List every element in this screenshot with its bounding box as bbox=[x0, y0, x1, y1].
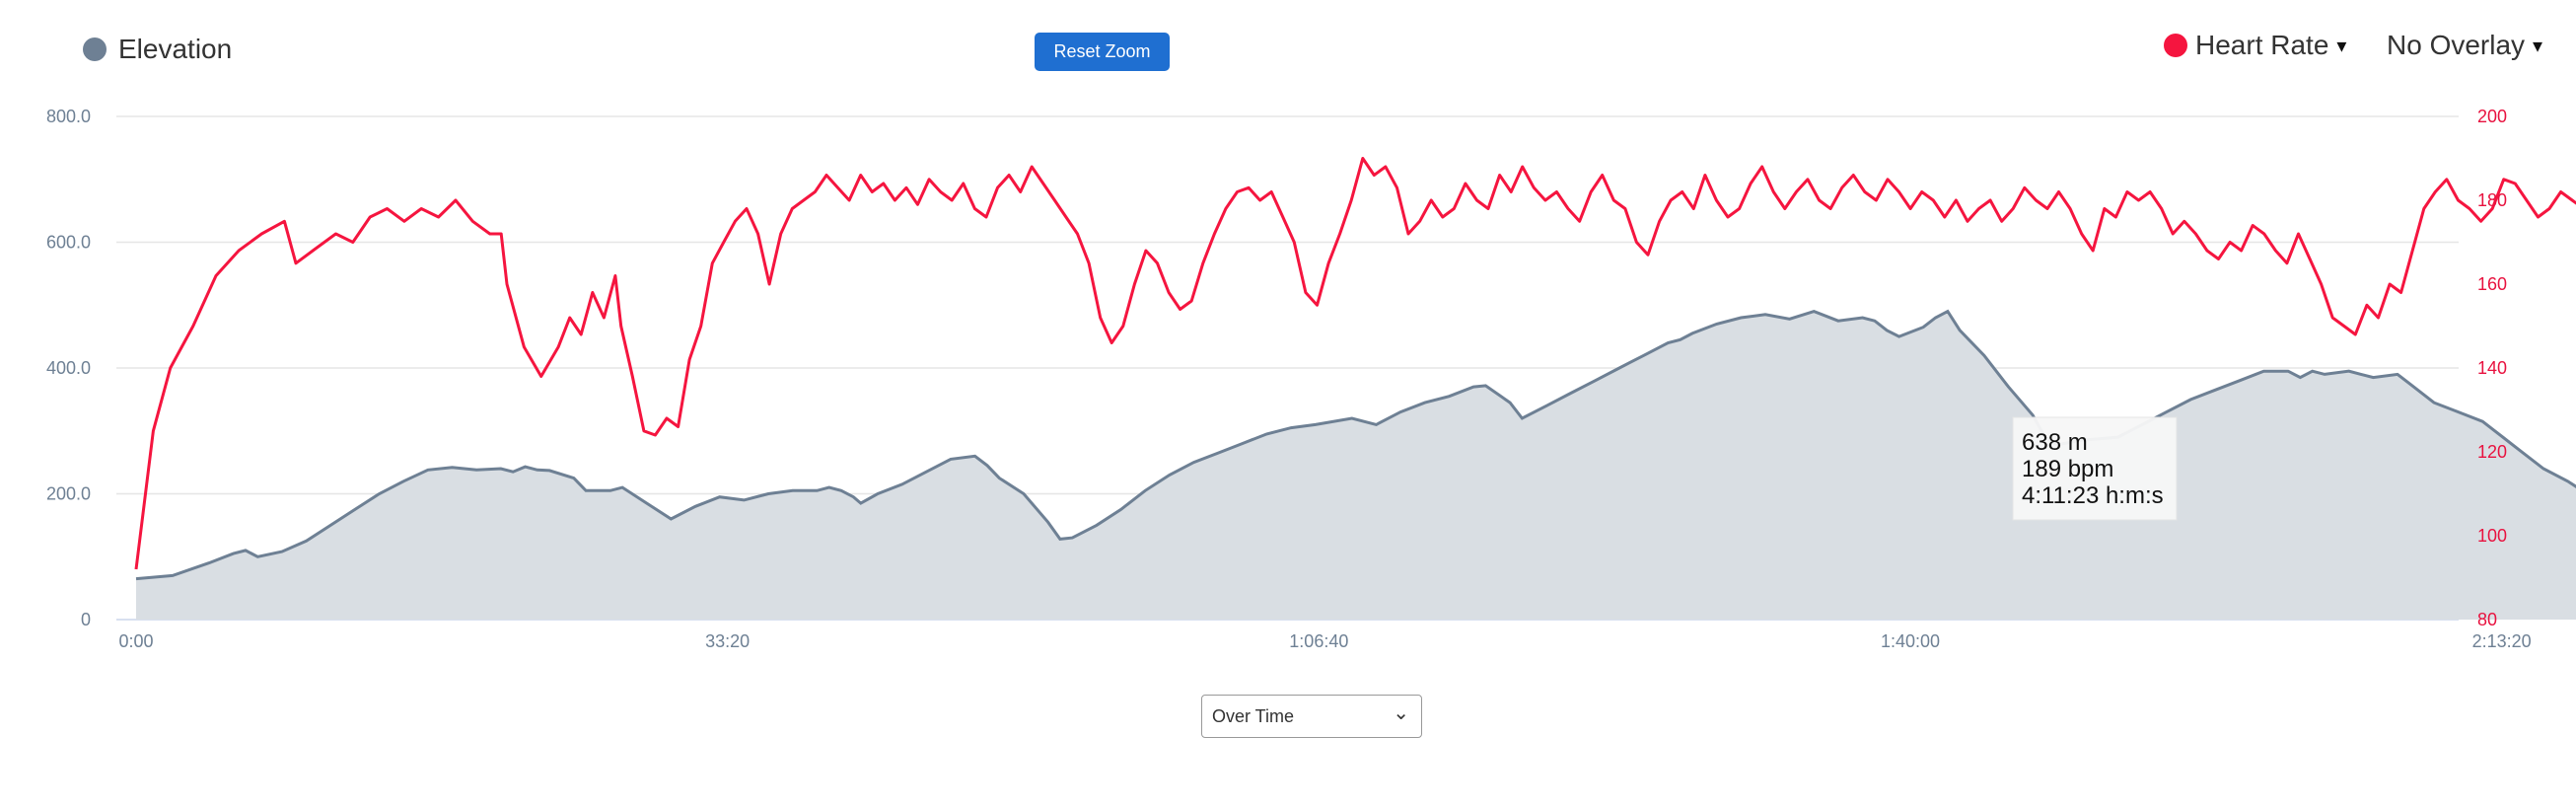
tooltip: 638 m 189 bpm 4:11:23 h:m:s bbox=[2012, 416, 2178, 521]
y-right-tick-label: 80 bbox=[2477, 610, 2497, 629]
elevation-line bbox=[135, 309, 2576, 581]
x-tick-label: 33:20 bbox=[705, 631, 750, 651]
tooltip-heart-rate: 189 bpm bbox=[2022, 456, 2113, 482]
y-left-tick-label: 400.0 bbox=[46, 358, 91, 378]
elevation-legend-label: Elevation bbox=[118, 34, 233, 64]
x-tick-label: 1:06:40 bbox=[1289, 631, 1348, 651]
tooltip-elevation: 638 m bbox=[2022, 429, 2088, 456]
y-right-tick-label: 140 bbox=[2477, 358, 2507, 378]
overlay-label: No Overlay bbox=[2387, 30, 2526, 60]
overlay-caret-icon: ▾ bbox=[2533, 35, 2543, 57]
x-tick-label: 2:13:20 bbox=[2472, 631, 2532, 651]
overlay-selector[interactable]: No Overlay ▾ bbox=[2387, 30, 2542, 61]
elevation-legend-dot-icon bbox=[83, 37, 107, 61]
elevation-area bbox=[136, 311, 2576, 620]
y-right-tick-label: 160 bbox=[2477, 274, 2507, 294]
heart-rate-selector[interactable]: Heart Rate ▾ bbox=[2164, 30, 2346, 61]
y-right-tick-label: 200 bbox=[2477, 107, 2507, 126]
reset-zoom-button[interactable]: Reset Zoom bbox=[1035, 33, 1170, 71]
y-left-tick-label: 800.0 bbox=[46, 107, 91, 126]
y-right-tick-label: 100 bbox=[2477, 526, 2507, 546]
elevation-legend[interactable]: Elevation bbox=[83, 34, 232, 65]
chevron-down-icon: ⌄ bbox=[1393, 701, 1409, 724]
x-tick-label: 0:00 bbox=[118, 631, 153, 651]
x-tick-label: 1:40:00 bbox=[1881, 631, 1940, 651]
tooltip-time: 4:11:23 h:m:s bbox=[2022, 482, 2164, 509]
view-mode-value: Over Time bbox=[1212, 705, 1295, 726]
y-right-tick-label: 180 bbox=[2477, 190, 2507, 210]
heart-rate-legend-dot-icon bbox=[2164, 34, 2187, 57]
heart-rate-label: Heart Rate bbox=[2195, 30, 2329, 60]
view-mode-select[interactable]: Over Time ⌄ bbox=[1201, 695, 1422, 738]
tooltip-box bbox=[2012, 416, 2178, 521]
heart-rate-caret-icon: ▾ bbox=[2336, 35, 2347, 57]
y-right-tick-label: 120 bbox=[2477, 442, 2507, 462]
y-left-tick-label: 200.0 bbox=[46, 484, 91, 504]
y-left-tick-label: 600.0 bbox=[46, 233, 91, 253]
heart-rate-line bbox=[134, 157, 2576, 570]
y-left-tick-label: 0 bbox=[81, 610, 91, 629]
